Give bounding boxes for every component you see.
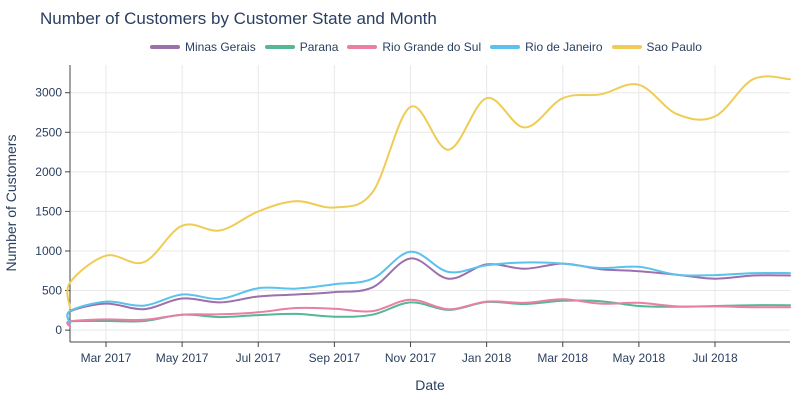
x-tick-label: Nov 2017 — [385, 351, 437, 365]
x-tick-label: Jul 2017 — [236, 351, 282, 365]
y-tick-label: 1000 — [35, 244, 62, 258]
x-tick-label: Jan 2018 — [462, 351, 512, 365]
y-tick-label: 1500 — [35, 204, 62, 218]
legend-label: Parana — [299, 40, 339, 54]
x-tick-label: May 2018 — [613, 351, 666, 365]
x-tick-label: May 2017 — [156, 351, 209, 365]
legend-item-parana[interactable]: Parana — [264, 40, 339, 54]
y-tick-label: 3000 — [35, 86, 62, 100]
y-tick-label: 500 — [42, 284, 62, 298]
legend-swatch — [264, 45, 295, 49]
legend-item-rio-de-janeiro[interactable]: Rio de Janeiro — [490, 40, 603, 54]
y-tick-label: 0 — [55, 323, 62, 337]
x-tick-label: Mar 2018 — [537, 351, 588, 365]
legend-swatch — [490, 45, 521, 49]
legend-item-rio-grande-do-sul[interactable]: Rio Grande do Sul — [347, 40, 481, 54]
x-tick-label: Jul 2018 — [692, 351, 738, 365]
y-tick-label: 2000 — [35, 165, 62, 179]
chart-title: Number of Customers by Customer State an… — [40, 9, 437, 28]
legend-swatch — [611, 45, 642, 49]
legend-swatch — [347, 45, 378, 49]
legend-swatch — [150, 45, 180, 49]
series-line-sao-paulo — [66, 75, 791, 309]
x-axis-label: Date — [415, 377, 445, 393]
y-axis-label: Number of Customers — [3, 135, 19, 272]
legend-item-minas-gerais[interactable]: Minas Gerais — [150, 40, 256, 54]
legend-label: Minas Gerais — [185, 40, 256, 54]
legend: Minas Gerais Parana Rio Grande do Sul Ri… — [150, 38, 711, 56]
y-tick-label: 2500 — [35, 125, 62, 139]
legend-item-sao-paulo[interactable]: Sao Paulo — [611, 40, 702, 54]
series-line-rio-de-janeiro — [66, 250, 791, 324]
series-layer — [66, 75, 791, 328]
legend-label: Sao Paulo — [646, 40, 702, 54]
legend-label: Rio de Janeiro — [525, 40, 603, 54]
series-line-rio-grande-do-sul — [66, 298, 791, 328]
legend-label: Rio Grande do Sul — [382, 40, 482, 54]
x-tick-label: Sep 2017 — [309, 351, 361, 365]
x-tick-label: Mar 2017 — [81, 351, 132, 365]
axes — [65, 65, 790, 347]
grid-lines — [70, 65, 790, 342]
tick-labels: Mar 2017 May 2017 Jul 2017 Sep 2017 Nov 2017… — [35, 86, 738, 365]
